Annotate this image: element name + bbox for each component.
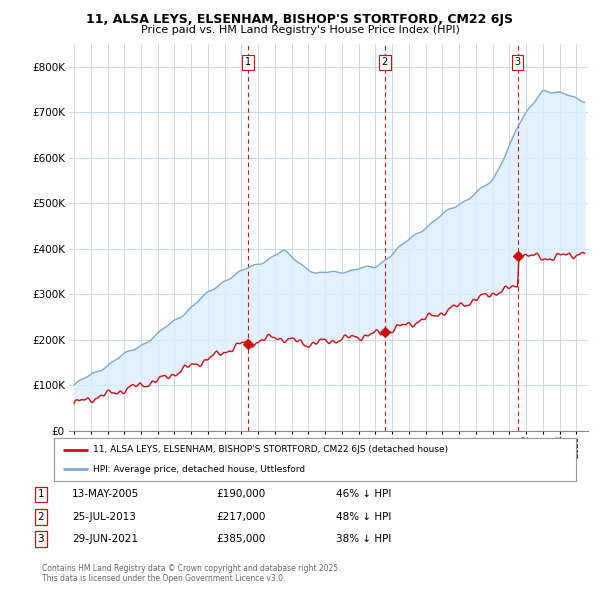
- Text: 29-JUN-2021: 29-JUN-2021: [72, 535, 138, 544]
- Text: 2: 2: [37, 512, 44, 522]
- Text: 13-MAY-2005: 13-MAY-2005: [72, 490, 139, 499]
- Text: 25-JUL-2013: 25-JUL-2013: [72, 512, 136, 522]
- Text: Price paid vs. HM Land Registry's House Price Index (HPI): Price paid vs. HM Land Registry's House …: [140, 25, 460, 35]
- Text: 38% ↓ HPI: 38% ↓ HPI: [336, 535, 391, 544]
- Text: £190,000: £190,000: [216, 490, 265, 499]
- Text: 11, ALSA LEYS, ELSENHAM, BISHOP'S STORTFORD, CM22 6JS: 11, ALSA LEYS, ELSENHAM, BISHOP'S STORTF…: [86, 13, 514, 26]
- Text: 11, ALSA LEYS, ELSENHAM, BISHOP'S STORTFORD, CM22 6JS (detached house): 11, ALSA LEYS, ELSENHAM, BISHOP'S STORTF…: [93, 445, 448, 454]
- Text: Contains HM Land Registry data © Crown copyright and database right 2025.
This d: Contains HM Land Registry data © Crown c…: [42, 563, 341, 583]
- Text: 46% ↓ HPI: 46% ↓ HPI: [336, 490, 391, 499]
- Text: 3: 3: [37, 535, 44, 544]
- Point: [513, 251, 523, 260]
- Text: £385,000: £385,000: [216, 535, 265, 544]
- Text: 1: 1: [245, 57, 251, 67]
- Text: 3: 3: [514, 57, 521, 67]
- Point: [380, 327, 389, 337]
- Text: 48% ↓ HPI: 48% ↓ HPI: [336, 512, 391, 522]
- Text: 1: 1: [37, 490, 44, 499]
- Text: £217,000: £217,000: [216, 512, 265, 522]
- Text: HPI: Average price, detached house, Uttlesford: HPI: Average price, detached house, Uttl…: [93, 465, 305, 474]
- Point: [243, 340, 253, 349]
- Text: 2: 2: [382, 57, 388, 67]
